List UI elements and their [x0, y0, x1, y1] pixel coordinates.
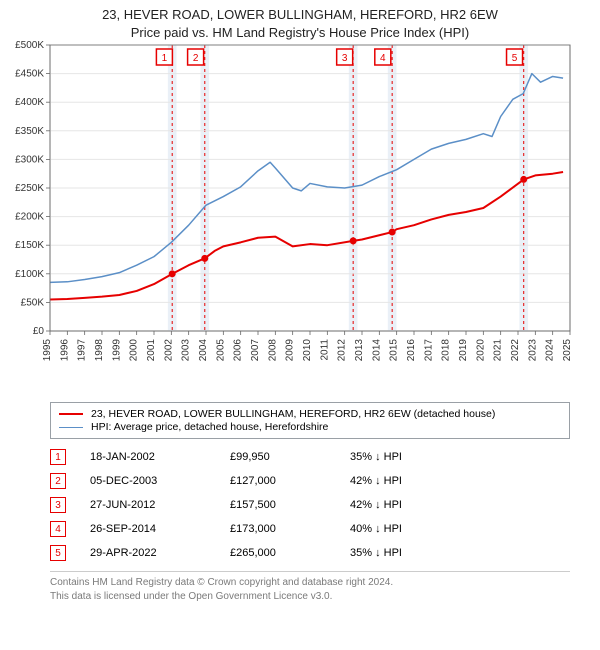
- svg-text:2021: 2021: [493, 339, 504, 362]
- sale-date: 26-SEP-2014: [90, 523, 230, 535]
- svg-text:£500K: £500K: [15, 41, 44, 51]
- svg-text:£400K: £400K: [15, 97, 44, 108]
- svg-text:5: 5: [512, 53, 518, 64]
- svg-text:2016: 2016: [406, 339, 417, 362]
- sales-table: 118-JAN-2002£99,95035% ↓ HPI205-DEC-2003…: [50, 445, 570, 565]
- sales-row: 3 27-JUN-2012£157,50042% ↓ HPI: [50, 493, 570, 517]
- svg-text:2001: 2001: [146, 339, 157, 362]
- legend-item-hpi: HPI: Average price, detached house, Here…: [59, 421, 561, 433]
- sale-delta: 35% ↓ HPI: [350, 547, 490, 559]
- svg-text:2019: 2019: [458, 339, 469, 362]
- legend-swatch-property: [59, 413, 83, 415]
- sale-date: 29-APR-2022: [90, 547, 230, 559]
- sale-date: 18-JAN-2002: [90, 451, 230, 463]
- svg-text:2011: 2011: [319, 339, 330, 361]
- svg-text:1: 1: [162, 53, 168, 64]
- svg-text:2022: 2022: [510, 339, 521, 362]
- attribution: Contains HM Land Registry data © Crown c…: [50, 571, 570, 603]
- sale-price: £173,000: [230, 523, 350, 535]
- legend-swatch-hpi: [59, 427, 83, 428]
- svg-text:2008: 2008: [267, 339, 278, 362]
- sale-marker-box: 1: [50, 449, 66, 465]
- svg-text:2017: 2017: [423, 339, 434, 362]
- chart-svg: £0 £50K £100K £150K £200K £250K £300K £350K £400…: [0, 41, 600, 391]
- sale-marker-box: 4: [50, 521, 66, 537]
- svg-text:2007: 2007: [250, 339, 261, 362]
- svg-text:4: 4: [380, 53, 386, 64]
- sale-delta: 42% ↓ HPI: [350, 475, 490, 487]
- legend-label-property: 23, HEVER ROAD, LOWER BULLINGHAM, HEREFO…: [91, 408, 495, 420]
- title-line-1: 23, HEVER ROAD, LOWER BULLINGHAM, HEREFO…: [0, 6, 600, 24]
- svg-text:£450K: £450K: [15, 69, 44, 80]
- svg-text:£0: £0: [33, 326, 45, 337]
- svg-text:1997: 1997: [77, 339, 88, 362]
- sale-delta: 40% ↓ HPI: [350, 523, 490, 535]
- sales-row: 5 29-APR-2022£265,00035% ↓ HPI: [50, 541, 570, 565]
- svg-text:2014: 2014: [371, 339, 382, 362]
- svg-text:1998: 1998: [94, 339, 105, 362]
- svg-text:3: 3: [342, 53, 348, 64]
- sale-price: £99,950: [230, 451, 350, 463]
- svg-text:2003: 2003: [181, 339, 192, 362]
- sale-marker-box: 5: [50, 545, 66, 561]
- svg-text:2010: 2010: [302, 339, 313, 362]
- svg-text:2004: 2004: [198, 339, 209, 362]
- svg-text:2012: 2012: [337, 339, 348, 362]
- sale-marker-box: 2: [50, 473, 66, 489]
- sale-date: 27-JUN-2012: [90, 499, 230, 511]
- svg-text:1999: 1999: [111, 339, 122, 362]
- chart-titles: 23, HEVER ROAD, LOWER BULLINGHAM, HEREFO…: [0, 0, 600, 41]
- attribution-line-1: Contains HM Land Registry data © Crown c…: [50, 576, 570, 590]
- svg-text:2009: 2009: [285, 339, 296, 362]
- svg-text:2006: 2006: [233, 339, 244, 362]
- svg-text:2023: 2023: [527, 339, 538, 362]
- sale-delta: 42% ↓ HPI: [350, 499, 490, 511]
- svg-text:£100K: £100K: [15, 269, 44, 280]
- svg-text:1995: 1995: [42, 339, 53, 362]
- svg-text:£350K: £350K: [15, 126, 44, 137]
- legend-item-property: 23, HEVER ROAD, LOWER BULLINGHAM, HEREFO…: [59, 408, 561, 420]
- svg-text:£50K: £50K: [21, 297, 45, 308]
- sale-date: 05-DEC-2003: [90, 475, 230, 487]
- sales-row: 2 05-DEC-2003£127,00042% ↓ HPI: [50, 469, 570, 493]
- sales-row: 1 18-JAN-2002£99,95035% ↓ HPI: [50, 445, 570, 469]
- svg-text:1996: 1996: [59, 339, 70, 362]
- svg-text:2000: 2000: [129, 339, 140, 362]
- svg-text:2015: 2015: [389, 339, 400, 362]
- sale-delta: 35% ↓ HPI: [350, 451, 490, 463]
- svg-text:£200K: £200K: [15, 212, 44, 223]
- sales-row: 4 26-SEP-2014£173,00040% ↓ HPI: [50, 517, 570, 541]
- svg-text:2005: 2005: [215, 339, 226, 362]
- sale-price: £127,000: [230, 475, 350, 487]
- svg-text:£150K: £150K: [15, 240, 44, 251]
- svg-text:2002: 2002: [163, 339, 174, 362]
- svg-text:2018: 2018: [441, 339, 452, 362]
- svg-text:2024: 2024: [545, 339, 556, 362]
- svg-text:2: 2: [193, 53, 199, 64]
- svg-text:2013: 2013: [354, 339, 365, 362]
- legend-label-hpi: HPI: Average price, detached house, Here…: [91, 421, 328, 433]
- legend: 23, HEVER ROAD, LOWER BULLINGHAM, HEREFO…: [50, 402, 570, 439]
- sale-price: £265,000: [230, 547, 350, 559]
- svg-text:£250K: £250K: [15, 183, 44, 194]
- attribution-line-2: This data is licensed under the Open Gov…: [50, 590, 570, 604]
- svg-text:2025: 2025: [562, 339, 573, 362]
- sale-price: £157,500: [230, 499, 350, 511]
- chart-container: 23, HEVER ROAD, LOWER BULLINGHAM, HEREFO…: [0, 0, 600, 603]
- title-line-2: Price paid vs. HM Land Registry's House …: [0, 24, 600, 42]
- sale-marker-box: 3: [50, 497, 66, 513]
- svg-text:2020: 2020: [475, 339, 486, 362]
- svg-text:£300K: £300K: [15, 154, 44, 165]
